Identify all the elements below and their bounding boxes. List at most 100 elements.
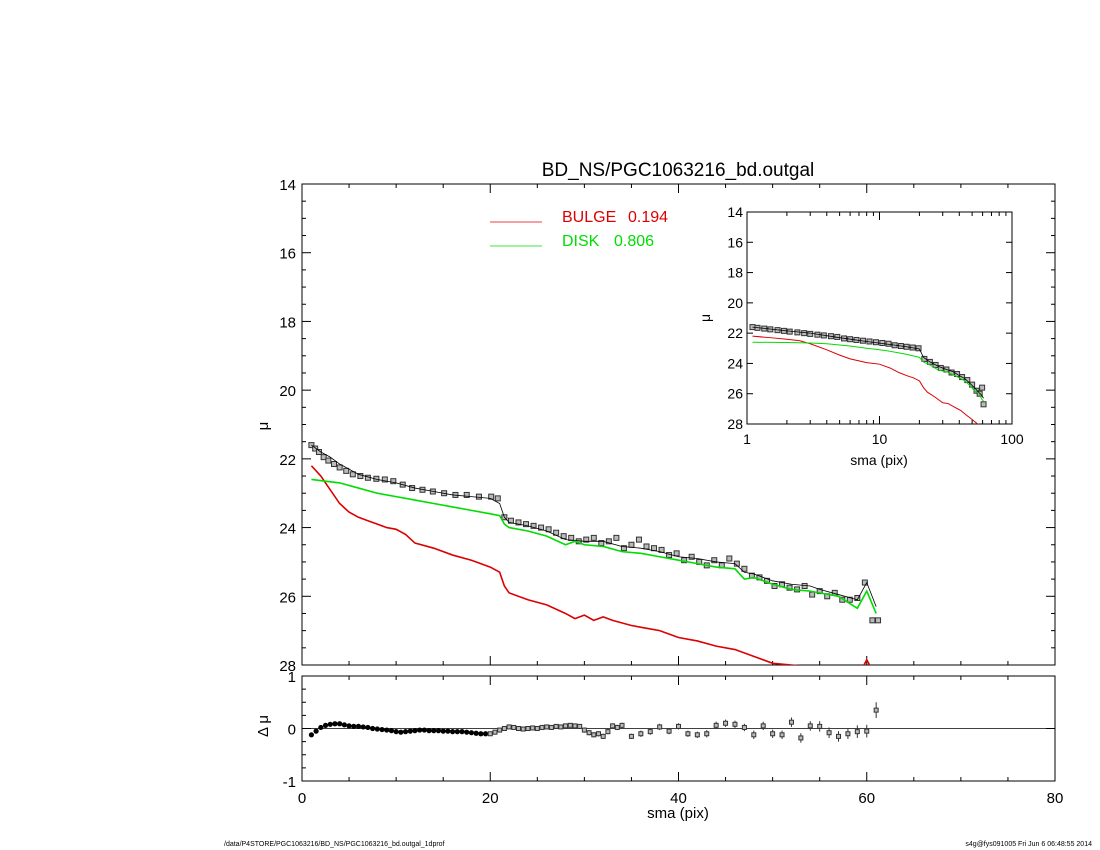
inset-disk-line [752,341,984,402]
residual-point [506,724,512,730]
residual-point [369,725,376,732]
residual-x-tick-label: 0 [298,790,306,807]
residual-point [402,729,409,735]
residual-x-tick-label: 40 [670,790,687,807]
footer-timestamp: s4g@fys091005 Fri Jun 6 06:48:55 2014 [965,841,1092,848]
residual-point [595,731,601,737]
main-disk-line [311,478,877,614]
inset-x-axis: 1 10 100 [743,212,1024,447]
residual-point [360,724,366,730]
residual-point [501,726,507,731]
legend-bulge-name: BULGE [562,209,616,226]
residual-point [548,724,554,730]
main-title: BD_NS/PGC1063216_bd.outgal [542,160,815,181]
residual-point [836,733,842,739]
residual-point [435,728,442,734]
legend-disk-name: DISK [562,233,600,250]
residual-point [807,723,813,729]
residual-point [544,724,550,730]
main-data-point [854,595,861,602]
residual-y-tick-label: 0 [288,722,296,739]
main-data-point [869,617,876,624]
inset-y-tick-label: 28 [727,416,743,432]
main-data-point [583,536,590,543]
residual-point [327,721,333,727]
residual-point [539,724,545,730]
main-series-group [308,442,882,665]
main-data-point [336,464,343,471]
main-data-point [605,538,612,545]
residual-point [647,729,653,735]
residual-point [398,729,404,735]
inset-data-point [807,330,814,337]
residual-point [732,721,738,727]
residual-x-tick-label: 20 [482,790,499,807]
main-data-point [357,473,364,480]
residual-point [374,726,380,732]
main-data-point [494,495,501,502]
residual-x-tick-label: 80 [1047,790,1064,807]
residual-point [845,731,851,737]
residual-point [798,735,804,741]
main-y-tick-label: 26 [279,589,296,606]
main-data-point [320,454,327,461]
main-data-point [673,550,680,557]
residual-point [515,726,521,731]
inset-series-group [749,324,987,424]
main-y-tick-label: 20 [279,383,296,400]
main-data-point [613,534,620,541]
main-data-point [349,471,356,478]
residual-point [417,727,423,733]
main-data-point [726,555,733,562]
residual-y-tick-label: -1 [283,774,296,791]
residual-point [478,731,484,737]
residual-point [741,724,747,730]
residual-point [577,723,583,729]
residual-point [817,723,823,729]
residual-point [520,726,526,732]
residual-point [685,731,691,737]
residual-point [365,724,371,731]
residual-point [614,724,620,730]
inset-y-tick-label: 26 [727,386,743,402]
main-data-point [711,557,718,564]
residual-point [322,722,329,728]
residual-y-tick-label: 1 [288,669,296,686]
residual-point [346,723,352,729]
residual-point [605,729,611,735]
main-y-tick-label: 24 [279,521,296,538]
main-data-point [688,553,695,560]
residual-y-label: Δ μ [255,715,272,737]
residual-series-group [302,702,1055,743]
residual-point [332,721,338,727]
inset-data-point [921,355,928,362]
residual-point [591,732,597,738]
residual-point [666,728,672,734]
main-data-point [463,491,470,498]
main-data-point [515,519,522,526]
main-data-point [475,493,482,500]
main-data-point [846,596,853,603]
residual-point [638,731,644,737]
residual-point [619,722,625,728]
main-data-point [643,543,650,550]
inset-data-point [801,330,808,337]
residual-point [586,730,592,736]
residual-point [563,723,569,729]
main-y-tick-label: 18 [279,314,296,331]
residual-point [657,724,663,730]
main-y-tick-label: 14 [279,177,296,194]
residual-point [421,727,427,733]
residual-point [388,728,395,734]
residual-point [525,726,531,731]
inset-y-label: μ [697,314,713,322]
residual-point [511,724,517,730]
residual-point [379,726,385,733]
residual-point [487,731,493,737]
main-data-point [312,445,319,452]
main-data-point [523,521,530,528]
main-data-point [538,524,545,531]
main-data-point [343,467,350,474]
residual-point [431,728,437,734]
